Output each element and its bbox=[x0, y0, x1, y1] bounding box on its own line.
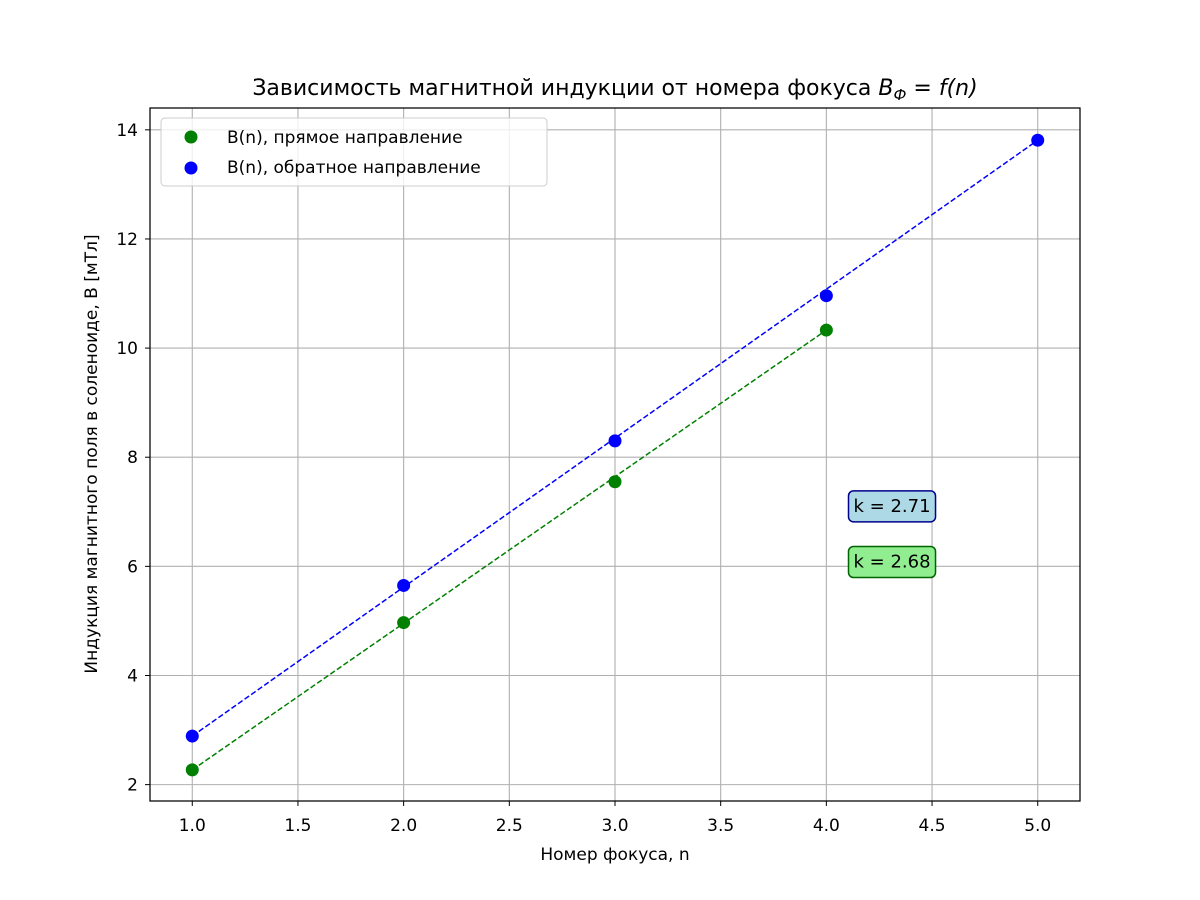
legend-label-reverse: B(n), обратное направление bbox=[227, 158, 481, 178]
chart-title-equals: = bbox=[906, 76, 938, 101]
chart-title: Зависимость магнитной индукции от номера… bbox=[252, 76, 977, 104]
slope-annotation-text: k = 2.71 bbox=[854, 496, 931, 517]
chart-title-symbol: B bbox=[878, 76, 893, 101]
slope-annotation: k = 2.71 bbox=[847, 490, 937, 523]
slope-annotation-box bbox=[847, 545, 937, 579]
data-point-series-0 bbox=[608, 475, 622, 489]
legend-box bbox=[160, 117, 548, 187]
slope-annotation-box bbox=[847, 490, 937, 523]
chart-title-subscript: Ф bbox=[893, 86, 906, 104]
x-tick-label: 3.0 bbox=[601, 816, 628, 836]
data-point-series-0 bbox=[819, 323, 833, 337]
legend-marker-reverse bbox=[184, 161, 198, 175]
data-point-series-1 bbox=[1031, 133, 1045, 147]
y-tick-label: 2 bbox=[127, 776, 138, 796]
data-point-series-0 bbox=[397, 616, 411, 630]
x-tick-label: 2.0 bbox=[390, 816, 417, 836]
legend-label-forward: B(n), прямое направление bbox=[227, 128, 463, 148]
grid-lines bbox=[150, 108, 1080, 801]
y-tick-label: 6 bbox=[127, 557, 138, 577]
y-tick-label: 14 bbox=[116, 121, 138, 141]
y-axis-ticks: 2 4 6 8 10 12 14 bbox=[116, 121, 150, 796]
x-axis-label: Номер фокуса, n bbox=[540, 845, 689, 865]
chart-title-arg: (n) bbox=[947, 76, 978, 101]
y-tick-label: 12 bbox=[116, 230, 138, 250]
data-point-series-1 bbox=[608, 434, 622, 448]
slope-annotations: k = 2.71 k = 2.68 bbox=[847, 490, 937, 579]
x-axis-ticks: 1.0 1.5 2.0 2.5 3.0 3.5 4.0 4.5 5.0 bbox=[179, 801, 1051, 836]
chart-title-main: Зависимость магнитной индукции от номера… bbox=[252, 76, 878, 101]
x-tick-label: 1.0 bbox=[179, 816, 206, 836]
data-point-series-0 bbox=[185, 763, 199, 777]
x-tick-label: 5.0 bbox=[1024, 816, 1051, 836]
y-tick-label: 4 bbox=[127, 666, 138, 686]
data-point-series-1 bbox=[185, 729, 199, 743]
data-point-series-1 bbox=[397, 578, 411, 592]
x-tick-label: 1.5 bbox=[284, 816, 311, 836]
y-axis-label: Индукция магнитного поля в соленоиде, B … bbox=[82, 234, 102, 673]
y-tick-label: 10 bbox=[116, 339, 138, 359]
fit-line-series-0 bbox=[191, 329, 827, 771]
x-tick-label: 2.5 bbox=[496, 816, 523, 836]
legend-marker-forward bbox=[184, 130, 198, 144]
data-point-series-1 bbox=[819, 289, 833, 303]
legend: B(n), прямое направление B(n), обратное … bbox=[160, 117, 548, 187]
x-tick-label: 3.5 bbox=[707, 816, 734, 836]
x-tick-label: 4.0 bbox=[813, 816, 840, 836]
y-tick-label: 8 bbox=[127, 448, 138, 468]
chart-title-func: f bbox=[939, 76, 950, 101]
data-points bbox=[185, 133, 1045, 777]
slope-annotation: k = 2.68 bbox=[847, 545, 937, 579]
x-tick-label: 4.5 bbox=[919, 816, 946, 836]
slope-annotation-text: k = 2.68 bbox=[854, 551, 931, 572]
